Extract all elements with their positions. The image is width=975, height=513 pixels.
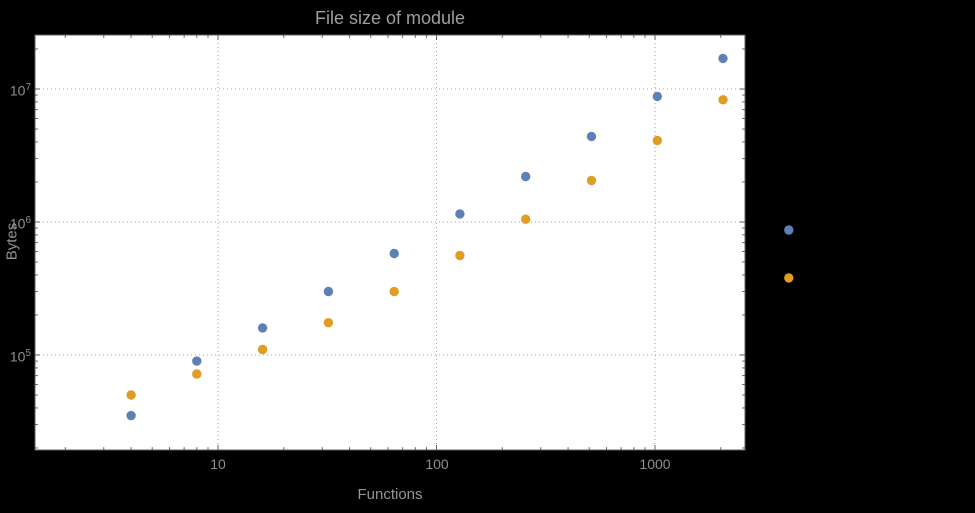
point-series-1-blue-x2048 [718, 53, 728, 64]
x-axis-label: Functions [357, 486, 423, 503]
y-tick-label-1e7: 107 [3, 80, 31, 99]
point-series-1-blue-x512 [586, 131, 597, 142]
point-series-2-orange-x4 [126, 390, 136, 400]
plot-area [35, 35, 745, 450]
point-series-1-blue-x4096 [784, 225, 794, 235]
point-series-1-blue-x4 [126, 410, 136, 421]
y-tick-base: 10 [9, 348, 26, 365]
chart-title: File size of module [314, 8, 466, 28]
point-series-1-blue-x256 [521, 171, 531, 182]
y-tick-label-1e5: 105 [3, 346, 31, 365]
point-series-2-orange-x128 [455, 250, 465, 261]
y-tick-exponent: 7 [25, 82, 31, 93]
x-tick-label-100: 100 [425, 456, 449, 472]
point-series-2-orange-x8 [192, 369, 202, 379]
point-series-2-orange-x4096 [784, 273, 794, 283]
point-series-2-orange-x32 [323, 318, 334, 328]
x-tick-label-10: 10 [210, 456, 226, 472]
point-series-2-orange-x2048 [718, 95, 728, 105]
plot-frame [34, 34, 746, 451]
point-series-1-blue-x64 [389, 248, 399, 259]
point-series-1-blue-x8 [192, 356, 202, 366]
point-series-2-orange-x16 [257, 344, 268, 355]
y-tick-label-1e6: 106 [3, 213, 31, 232]
point-series-2-orange-x256 [521, 214, 531, 224]
data-points [126, 53, 794, 421]
point-series-1-blue-x32 [323, 286, 334, 297]
point-series-2-orange-x1024 [652, 135, 662, 146]
y-tick-base: 10 [9, 215, 26, 232]
x-tick-label-1000: 1000 [639, 456, 671, 472]
point-series-1-blue-x128 [455, 209, 465, 219]
point-series-1-blue-x1024 [652, 91, 662, 102]
point-series-2-orange-x512 [586, 175, 597, 186]
y-tick-exponent: 6 [25, 215, 31, 226]
y-tick-base: 10 [9, 82, 26, 99]
point-series-1-blue-x16 [257, 323, 268, 333]
point-series-2-orange-x64 [389, 286, 399, 297]
y-tick-exponent: 5 [25, 348, 31, 359]
